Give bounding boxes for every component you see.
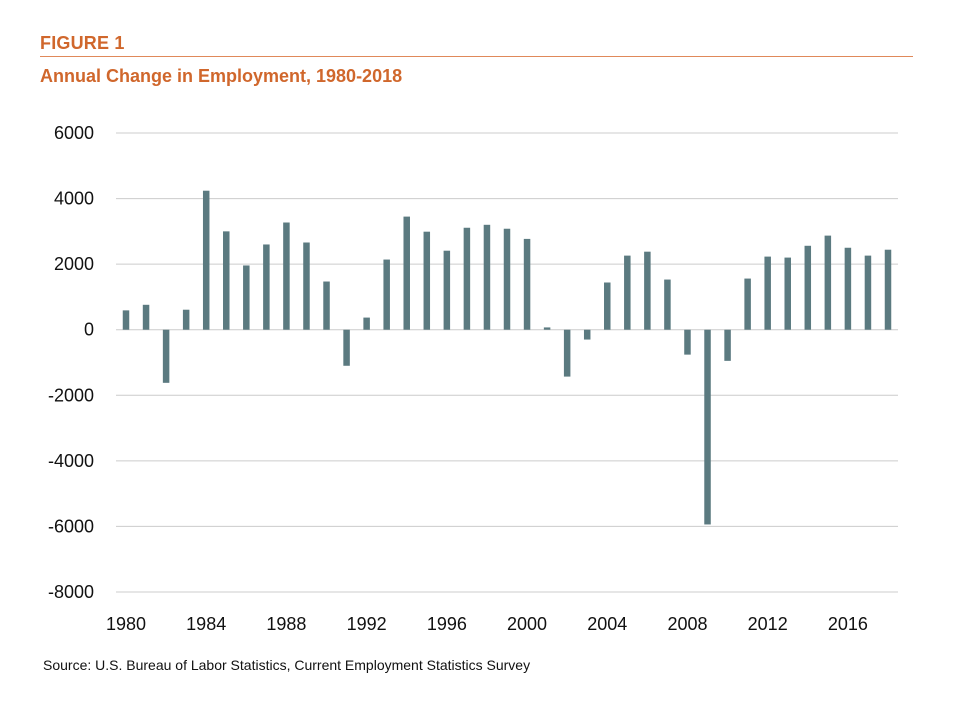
bar-1983 — [182, 309, 190, 330]
bar-2010 — [724, 329, 731, 361]
bar-2013 — [784, 257, 791, 330]
bar-1981 — [142, 304, 150, 330]
x-tick-label: 1980 — [106, 614, 146, 634]
bar-2001 — [543, 327, 551, 330]
bar-2015 — [824, 235, 832, 330]
bar-1994 — [403, 216, 410, 330]
x-tick-label: 2000 — [507, 614, 547, 634]
x-tick-label: 2004 — [587, 614, 627, 634]
bar-2005 — [624, 255, 631, 330]
bar-1984 — [202, 190, 210, 330]
bar-1997 — [463, 227, 471, 330]
bar-1988 — [283, 222, 290, 330]
bar-1982 — [162, 329, 170, 383]
x-tick-label: 2016 — [828, 614, 868, 634]
x-axis-labels: 1980 1984 1988 1992 1996 2000 2004 2008 2012 2016 — [106, 614, 868, 634]
bar-1985 — [223, 231, 230, 330]
y-tick-label: 6000 — [54, 123, 94, 143]
y-tick-label: -2000 — [48, 385, 94, 405]
bar-2006 — [644, 251, 651, 330]
y-tick-label: -8000 — [48, 582, 94, 602]
y-axis-labels: 6000 4000 2000 0 -2000 -4000 -6000 -8000 — [48, 123, 94, 602]
bar-1989 — [303, 242, 310, 330]
bar-1987 — [263, 244, 270, 330]
bar-1980 — [122, 310, 130, 330]
y-tick-label: 0 — [84, 320, 94, 340]
bar-2016 — [844, 247, 852, 330]
y-tick-label: -4000 — [48, 451, 94, 471]
x-tick-label: 1992 — [347, 614, 387, 634]
bars — [122, 190, 892, 525]
y-tick-label: 4000 — [54, 189, 94, 209]
bar-2009 — [704, 329, 711, 525]
x-tick-label: 1996 — [427, 614, 467, 634]
bar-1991 — [343, 329, 350, 366]
bar-1992 — [363, 317, 370, 330]
x-tick-label: 2012 — [748, 614, 788, 634]
bar-1999 — [503, 228, 511, 330]
chart-title: Annual Change in Employment, 1980-2018 — [40, 66, 403, 86]
bar-2000 — [523, 238, 531, 330]
source-note: Source: U.S. Bureau of Labor Statistics,… — [43, 657, 531, 673]
gridlines — [116, 132, 898, 593]
bar-1996 — [443, 250, 451, 330]
bar-2004 — [604, 282, 611, 330]
bar-2017 — [864, 255, 872, 330]
x-tick-label: 1984 — [186, 614, 226, 634]
bar-2011 — [744, 278, 751, 330]
header-divider — [40, 56, 913, 57]
bar-2012 — [764, 256, 771, 330]
y-tick-label: -6000 — [48, 516, 94, 536]
bar-2003 — [583, 329, 591, 340]
y-tick-label: 2000 — [54, 254, 94, 274]
bar-2002 — [563, 329, 571, 377]
bar-2014 — [804, 245, 812, 330]
x-tick-label: 1988 — [266, 614, 306, 634]
bar-1993 — [383, 259, 390, 330]
bar-1998 — [483, 224, 491, 330]
bar-2008 — [684, 329, 691, 355]
bar-1995 — [423, 231, 431, 330]
bar-1986 — [243, 265, 250, 330]
bar-1990 — [323, 281, 330, 330]
bar-2007 — [664, 279, 671, 330]
figure-label: FIGURE 1 — [40, 33, 125, 53]
x-tick-label: 2008 — [667, 614, 707, 634]
bar-2018 — [884, 249, 892, 330]
